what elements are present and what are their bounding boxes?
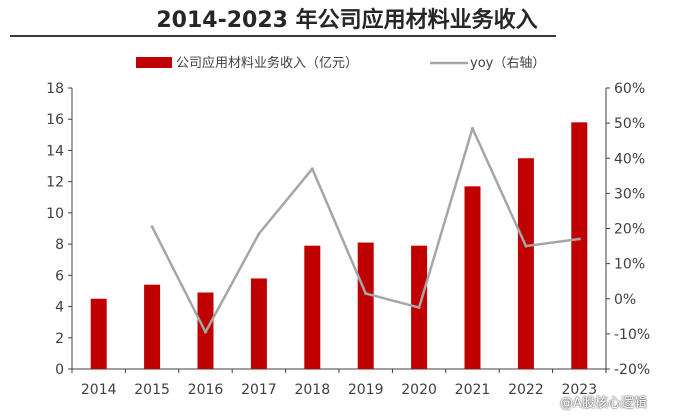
y-right-tick-label: -20% — [614, 362, 650, 378]
x-tick-label: 2017 — [241, 382, 277, 398]
title-underline — [10, 35, 556, 37]
yoy-line-series — [150, 126, 581, 334]
chart-title: 2014-2023 年公司应用材料业务收入 — [156, 8, 538, 33]
revenue-bar — [517, 158, 534, 369]
yoy-point — [310, 167, 314, 171]
y-left-tick-label: 16 — [46, 112, 64, 128]
y-left-tick-label: 6 — [55, 268, 64, 284]
tick-labels: 0 2 4 6 8 10 12 14 16 18 -20% -10% 0% 10% 20% 30% 40% 50%… — [46, 81, 650, 398]
y-right-tick-label: 40% — [614, 151, 645, 167]
watermark: @A股核心逻辑 — [560, 396, 647, 411]
yoy-point — [524, 244, 528, 248]
x-tick-label: 2022 — [508, 382, 544, 398]
revenue-bar — [464, 186, 481, 369]
y-left-tick-label: 0 — [55, 362, 64, 378]
y-right-tick-label: 10% — [614, 257, 645, 273]
legend-line-label: yoy（右轴） — [470, 56, 545, 71]
y-left-tick-label: 10 — [46, 206, 64, 222]
y-right-tick-label: -10% — [614, 327, 650, 343]
axes — [68, 87, 610, 373]
yoy-point — [204, 330, 207, 334]
legend: 公司应用材料业务收入（亿元） yoy（右轴） — [136, 55, 545, 71]
x-tick-label: 2016 — [188, 382, 224, 398]
y-left-tick-label: 18 — [46, 81, 64, 97]
yoy-point — [364, 291, 368, 295]
bar-series — [90, 122, 588, 369]
legend-bar-swatch — [136, 57, 172, 68]
y-right-tick-label: 30% — [614, 186, 645, 202]
y-left-tick-label: 12 — [46, 175, 64, 191]
x-tick-label: 2020 — [401, 382, 437, 398]
x-tick-label: 2019 — [348, 382, 384, 398]
y-left-tick-label: 8 — [55, 237, 64, 253]
x-tick-label: 2023 — [561, 382, 597, 398]
revenue-bar — [250, 278, 267, 369]
yoy-point — [150, 225, 154, 229]
y-right-tick-label: 0% — [614, 292, 636, 308]
revenue-bar — [90, 298, 107, 369]
x-tick-label: 2014 — [81, 382, 117, 398]
x-tick-label: 2015 — [134, 382, 170, 398]
y-left-tick-label: 2 — [55, 331, 64, 347]
y-left-tick-label: 4 — [55, 300, 64, 316]
y-right-tick-label: 60% — [614, 81, 645, 97]
x-tick-label: 2018 — [294, 382, 330, 398]
legend-bar-label: 公司应用材料业务收入（亿元） — [176, 55, 358, 71]
revenue-bar — [571, 122, 588, 369]
yoy-point — [577, 237, 581, 241]
yoy-point — [471, 126, 474, 130]
x-tick-label: 2021 — [455, 382, 491, 398]
y-left-tick-label: 14 — [46, 143, 64, 159]
y-right-tick-label: 20% — [614, 222, 645, 238]
y-right-tick-label: 50% — [614, 116, 645, 132]
yoy-point — [257, 232, 261, 236]
revenue-bar — [304, 245, 321, 369]
yoy-point — [417, 306, 421, 310]
revenue-bar — [144, 284, 161, 369]
revenue-bar — [357, 242, 374, 369]
